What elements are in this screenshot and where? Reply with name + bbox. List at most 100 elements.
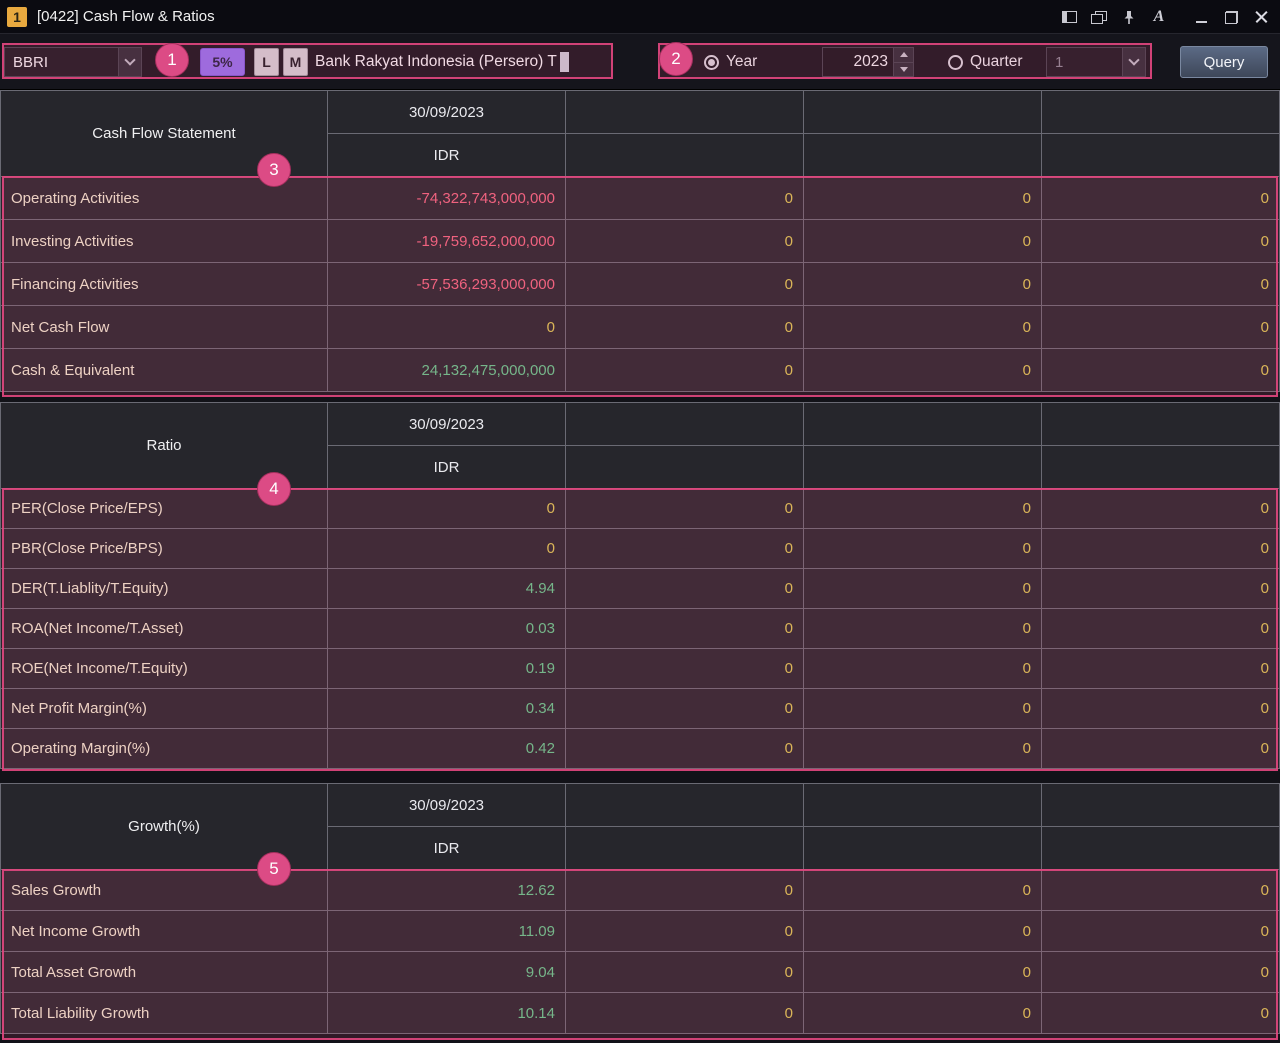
value-cell: 0 [804,649,1041,688]
value-cell: -19,759,652,000,000 [328,220,565,262]
row-label: Net Profit Margin(%) [1,689,327,728]
pin-window-button[interactable] [1114,0,1144,34]
row-label: ROA(Net Income/T.Asset) [1,609,327,648]
empty-header-cell [1042,784,1279,826]
font-settings-button[interactable]: A [1144,0,1174,34]
year-radio-label: Year [726,53,757,71]
row-label: PBR(Close Price/BPS) [1,529,327,568]
year-spinner[interactable]: 2023 [822,47,914,77]
value-cell: 0 [1042,689,1279,728]
value-cell: 0 [566,729,803,768]
radio-selected-icon [704,55,719,70]
company-name-text: Bank Rakyat Indonesia (Persero) T [315,53,557,71]
symbol-value: BBRI [5,54,118,71]
quarter-radio[interactable]: Quarter [948,50,1023,74]
row-label: Total Liability Growth [1,993,327,1033]
date-header-cell: 30/09/2023 [328,403,565,445]
row-label: Total Asset Growth [1,952,327,992]
close-button[interactable] [1246,0,1276,34]
dock-panel-button[interactable] [1054,0,1084,34]
maximize-button[interactable] [1216,0,1246,34]
radio-unselected-icon [948,55,963,70]
font-size-medium-button[interactable]: M [283,48,308,76]
value-cell: 0 [804,306,1041,348]
quarter-radio-label: Quarter [970,53,1023,71]
row-label: DER(T.Liablity/T.Equity) [1,569,327,608]
empty-header-cell [1042,403,1279,445]
spin-down-button[interactable] [894,63,913,77]
duplicate-window-button[interactable] [1084,0,1114,34]
value-cell: 0 [566,263,803,305]
value-cell: 0 [566,177,803,219]
query-button[interactable]: Query [1180,46,1268,78]
value-cell: 0 [328,529,565,568]
empty-header-cell [804,134,1041,176]
empty-header-cell [804,91,1041,133]
value-cell: 0 [804,729,1041,768]
value-cell: 0 [1042,177,1279,219]
value-cell: 0.03 [328,609,565,648]
spin-up-button[interactable] [894,48,913,63]
value-cell: 0 [804,870,1041,910]
value-cell: -74,322,743,000,000 [328,177,565,219]
symbol-dropdown-button[interactable] [118,48,141,76]
empty-header-cell [1042,446,1279,488]
value-cell: 0 [566,993,803,1033]
empty-header-cell [566,784,803,826]
value-cell: 0 [804,489,1041,528]
empty-header-cell [1042,91,1279,133]
quarter-combobox[interactable]: 1 [1046,47,1146,77]
cascade-windows-icon [1091,11,1107,24]
value-cell: 10.14 [328,993,565,1033]
value-cell: 0 [566,649,803,688]
zoom-percent-button[interactable]: 5% [200,48,245,76]
value-cell: 11.09 [328,911,565,951]
minimize-icon [1196,21,1207,23]
value-cell: 0.19 [328,649,565,688]
font-icon: A [1154,8,1165,26]
toolbar: BBRI 5% L M Bank Rakyat Indonesia (Perse… [0,34,1280,90]
value-cell: 12.62 [328,870,565,910]
row-label: ROE(Net Income/T.Equity) [1,649,327,688]
value-cell: 0 [1042,306,1279,348]
value-cell: 0 [1042,993,1279,1033]
minimize-button[interactable] [1186,0,1216,34]
value-cell: 0 [566,569,803,608]
spinner-buttons [893,48,913,76]
quarter-dropdown-button[interactable] [1122,48,1145,76]
row-label: Financing Activities [1,263,327,305]
date-header-cell: 30/09/2023 [328,784,565,826]
symbol-combobox[interactable]: BBRI [4,47,142,77]
value-cell: 0 [804,220,1041,262]
table-title: Growth(%) [1,784,327,869]
value-cell: 0 [804,177,1041,219]
value-cell: 0.34 [328,689,565,728]
value-cell: 0 [1042,220,1279,262]
value-cell: 0 [1042,729,1279,768]
value-cell: 0 [566,220,803,262]
value-cell: 0 [804,689,1041,728]
maximize-icon [1225,11,1238,24]
row-label: Net Income Growth [1,911,327,951]
titlebar: 1 [0422] Cash Flow & Ratios A [0,0,1280,34]
empty-header-cell [804,784,1041,826]
empty-header-cell [566,91,803,133]
value-cell: 0 [566,489,803,528]
year-value: 2023 [823,48,893,76]
chevron-down-icon [124,54,135,65]
pin-icon [1122,10,1136,25]
table-title: Ratio [1,403,327,488]
value-cell: 0 [566,911,803,951]
value-cell: 0 [566,609,803,648]
font-size-large-button[interactable]: L [254,48,279,76]
value-cell: 0 [566,349,803,391]
text-cursor [560,52,569,72]
dock-panel-icon [1062,11,1077,23]
value-cell: 0 [328,306,565,348]
company-name-field[interactable]: Bank Rakyat Indonesia (Persero) T [315,48,569,76]
currency-header-cell: IDR [328,446,565,488]
value-cell: 0 [328,489,565,528]
value-cell: 0 [1042,609,1279,648]
year-radio[interactable]: Year [704,50,757,74]
value-cell: 0 [804,609,1041,648]
